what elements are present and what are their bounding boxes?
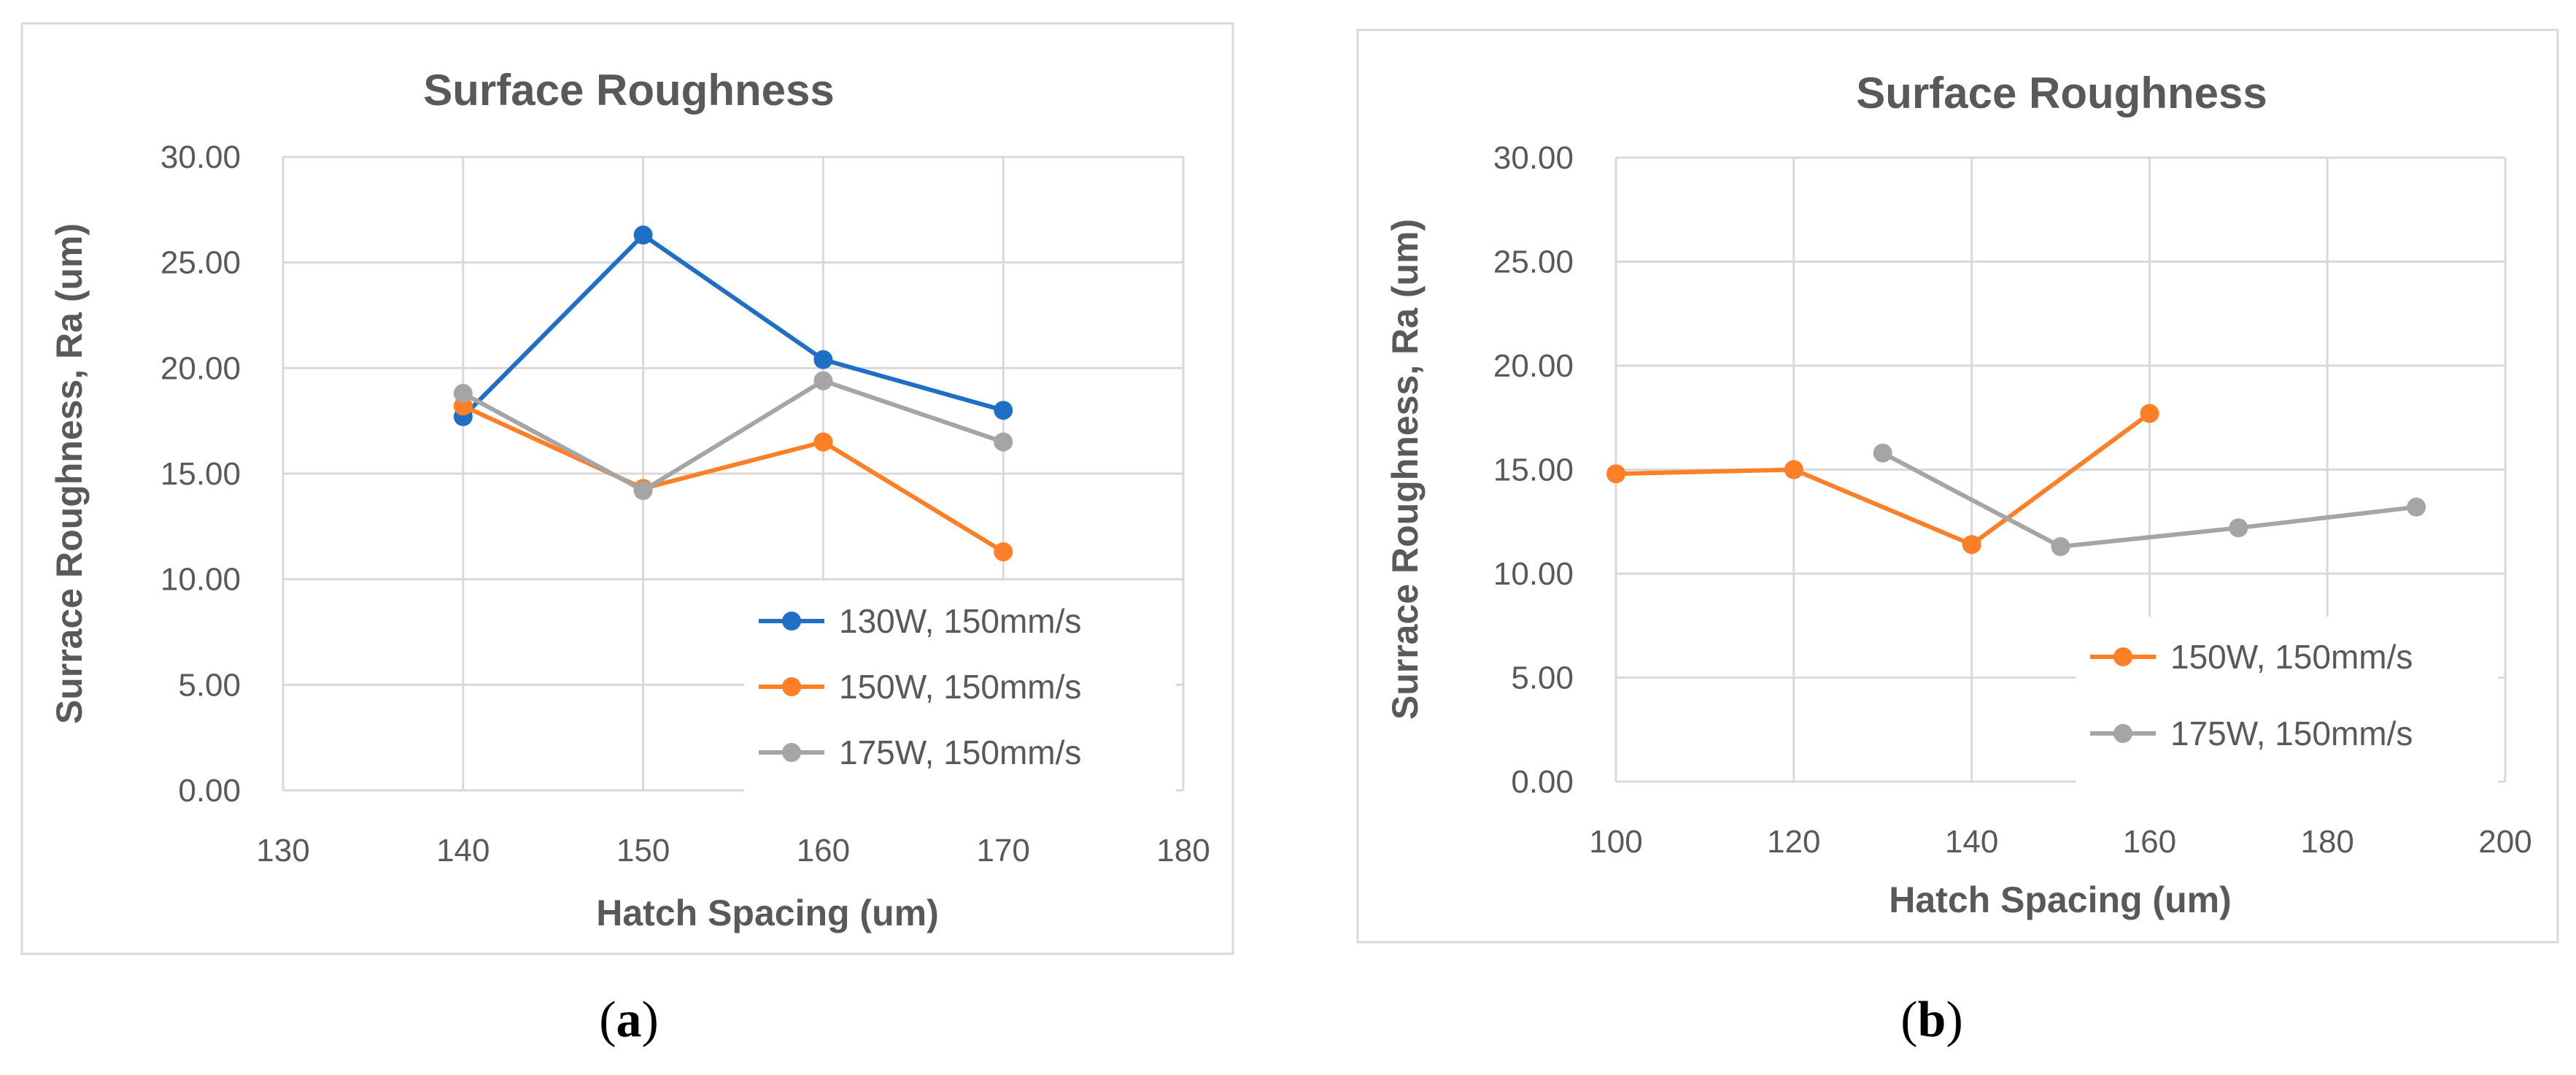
y-tick-label: 0.00 xyxy=(178,773,241,809)
x-tick-label: 140 xyxy=(1945,824,1998,860)
x-tick-label: 180 xyxy=(1156,833,1210,868)
chart-panel-b: 0.00 5.00 10.00 15.00 20.00 25.00 30.00 100 120 1… xyxy=(1288,0,2576,1075)
data-point xyxy=(813,350,833,369)
series-0 xyxy=(1606,404,2159,555)
data-point xyxy=(2051,536,2070,556)
x-tick-label: 170 xyxy=(976,833,1029,868)
legend-label: 130W, 150mm/s xyxy=(839,602,1081,640)
panel-letter: a xyxy=(616,992,642,1048)
data-point xyxy=(1784,460,1803,479)
data-point xyxy=(994,401,1013,420)
data-point xyxy=(994,432,1013,452)
panel-caption: (a) xyxy=(599,992,659,1048)
series-line xyxy=(1614,411,2152,547)
chart-frame xyxy=(1356,28,2559,944)
chart-title: Surface Roughness xyxy=(423,66,834,115)
data-point xyxy=(1873,443,1892,463)
y-axis-label: Surrace Roughness, Ra (um) xyxy=(49,223,90,724)
y-tick-label: 5.00 xyxy=(178,667,241,703)
series-line xyxy=(460,404,1006,555)
series-line xyxy=(1880,450,2419,549)
series-2 xyxy=(453,371,1013,501)
legend-entry: 130W, 150mm/s xyxy=(759,602,1081,640)
panel-caption: (b) xyxy=(1900,992,1963,1048)
data-point xyxy=(633,226,653,245)
chart-frame xyxy=(20,22,1234,955)
x-tick-label: 200 xyxy=(2478,824,2531,860)
chart-svg: 0.00 5.00 10.00 15.00 20.00 25.00 30.00 100 120 1… xyxy=(1356,28,2559,1048)
legend-marker xyxy=(782,677,801,696)
data-point xyxy=(2407,497,2426,517)
x-axis-label: Hatch Spacing (um) xyxy=(596,893,938,933)
legend-label: 150W, 150mm/s xyxy=(2170,638,2413,676)
chart-svg: 0.00 5.00 10.00 15.00 20.00 25.00 30.00 130 140 1… xyxy=(20,22,1234,1048)
legend-label: 175W, 150mm/s xyxy=(2170,714,2413,752)
legend-marker xyxy=(2113,647,2132,666)
x-tick-label: 120 xyxy=(1767,824,1820,860)
legend-marker xyxy=(782,743,801,762)
series-line xyxy=(460,233,1006,419)
data-point xyxy=(453,384,473,404)
y-tick-label: 5.00 xyxy=(1511,660,1574,696)
y-tick-label: 15.00 xyxy=(160,456,241,492)
chart-title: Surface Roughness xyxy=(1856,69,2267,117)
x-tick-label: 130 xyxy=(256,833,309,868)
data-point xyxy=(2229,518,2248,538)
data-point xyxy=(2140,404,2159,423)
data-point xyxy=(1606,464,1625,484)
x-axis-label: Hatch Spacing (um) xyxy=(1889,879,2231,920)
x-tick-label: 140 xyxy=(436,833,490,868)
legend-box xyxy=(2076,617,2498,785)
y-tick-label: 15.00 xyxy=(1493,452,1574,488)
y-tick-label: 20.00 xyxy=(160,350,241,386)
y-tick-label: 30.00 xyxy=(160,139,241,175)
x-tick-label: 160 xyxy=(2123,824,2176,860)
legend-marker xyxy=(782,612,801,631)
legend-label: 175W, 150mm/s xyxy=(839,733,1081,771)
data-point xyxy=(633,481,653,501)
x-tick-label: 100 xyxy=(1589,824,1642,860)
series-line xyxy=(460,378,1006,493)
legend-entry: 150W, 150mm/s xyxy=(759,668,1081,706)
data-point xyxy=(813,432,833,452)
legend-entry: 175W, 150mm/s xyxy=(759,733,1081,771)
y-tick-label: 10.00 xyxy=(160,562,241,598)
y-tick-label: 10.00 xyxy=(1493,556,1574,592)
x-tick-label: 180 xyxy=(2300,824,2353,860)
x-tick-label: 160 xyxy=(797,833,850,868)
chart-panel-a: 0.00 5.00 10.00 15.00 20.00 25.00 30.00 130 140 1… xyxy=(20,22,1234,1048)
series-1 xyxy=(1873,443,2426,556)
y-tick-label: 25.00 xyxy=(1493,244,1574,280)
data-point xyxy=(813,371,833,390)
y-tick-label: 0.00 xyxy=(1511,764,1574,800)
y-axis-label: Surrace Roughness, Ra (um) xyxy=(1385,219,1426,720)
y-tick-label: 30.00 xyxy=(1493,140,1574,176)
legend-label: 150W, 150mm/s xyxy=(839,668,1081,706)
legend-entry: 150W, 150mm/s xyxy=(2090,638,2413,676)
x-tick-label: 150 xyxy=(616,833,670,868)
legend-marker xyxy=(2113,724,2132,743)
data-point xyxy=(1962,535,1981,555)
y-tick-label: 25.00 xyxy=(160,245,241,281)
y-tick-label: 20.00 xyxy=(1493,348,1574,384)
legend-entry: 175W, 150mm/s xyxy=(2090,714,2413,752)
data-point xyxy=(994,542,1013,562)
panel-letter: b xyxy=(1918,992,1946,1048)
